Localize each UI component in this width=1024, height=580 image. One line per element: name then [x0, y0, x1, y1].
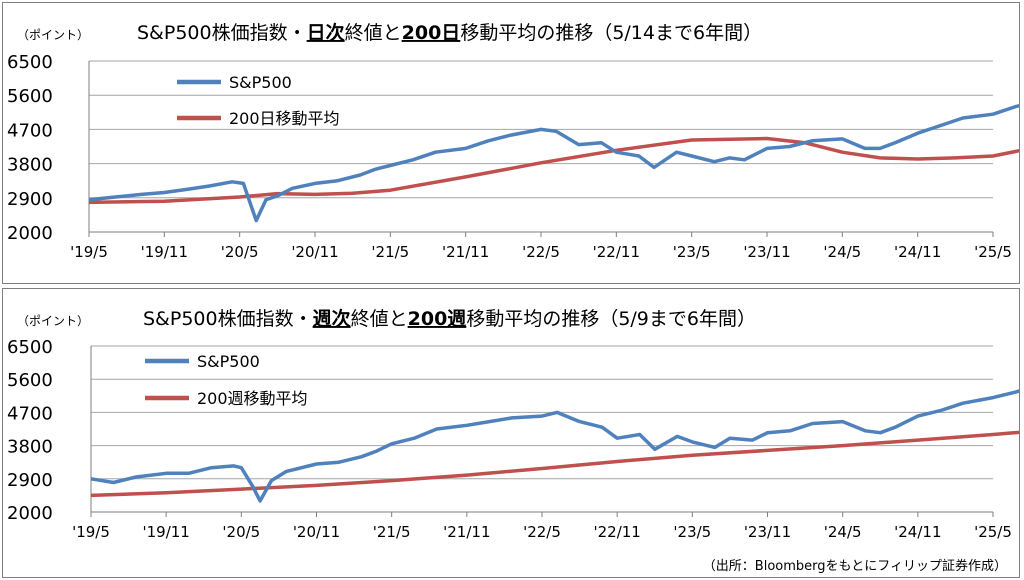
y-tick-label: 2900 — [7, 470, 53, 491]
y-tick-label: 5600 — [7, 370, 53, 391]
y-tick-label: 3800 — [7, 155, 53, 176]
chart-title: S&P500株価指数・日次終値と200日移動平均の推移（5/14まで6年間） — [137, 21, 762, 44]
y-tick-label: 4700 — [7, 120, 53, 141]
x-tick-label: '24/11 — [894, 523, 941, 541]
x-tick-label: '19/5 — [70, 243, 108, 261]
x-tick-label: '21/5 — [373, 523, 411, 541]
chart-title-u1: 日次 — [307, 21, 345, 44]
x-tick-label: '19/5 — [72, 523, 110, 541]
x-tick-label: '24/5 — [823, 243, 861, 261]
chart-title-u2: 200日 — [402, 22, 461, 44]
x-tick-label: '22/5 — [523, 523, 561, 541]
chart-title-suffix: 移動平均の推移（5/9まで6年間） — [466, 308, 756, 330]
x-tick-label: '23/11 — [744, 523, 791, 541]
weekly-chart: （ポイント） S&P500株価指数・週次終値と200週移動平均の推移（5/9まで6… — [7, 307, 1019, 574]
x-tick-label: '25/5 — [974, 523, 1012, 541]
legend-label: S&P500 — [229, 73, 292, 92]
x-tick-label: '19/11 — [142, 523, 189, 541]
legend-label: S&P500 — [197, 352, 260, 371]
y-tick-label: 2000 — [7, 223, 53, 244]
price-series-line — [88, 103, 1019, 223]
x-tick-label: '22/11 — [593, 523, 640, 541]
x-tick-label: '19/11 — [141, 243, 188, 261]
y-tick-label: 2900 — [7, 189, 53, 210]
moving-average-line — [90, 430, 1019, 498]
x-tick-label: '21/11 — [443, 523, 490, 541]
legend-label: 200週移動平均 — [197, 389, 308, 408]
y-tick-label: 3800 — [7, 437, 53, 458]
daily-chart-panel: （ポイント） S&P500株価指数・日次終値と200日移動平均の推移（5/14まで… — [2, 2, 1020, 284]
unit-label: （ポイント） — [17, 28, 89, 42]
x-tick-label: '25/5 — [974, 243, 1012, 261]
y-tick-label: 5600 — [7, 86, 53, 107]
chart-title-mid: 終値と — [351, 308, 408, 330]
x-tick-label: '20/11 — [293, 523, 340, 541]
daily-chart: （ポイント） S&P500株価指数・日次終値と200日移動平均の推移（5/14まで… — [7, 21, 1019, 261]
x-tick-label: '23/5 — [673, 523, 711, 541]
x-tick-label: '20/5 — [221, 243, 259, 261]
chart-title-mid: 終値と — [345, 22, 402, 44]
x-tick-label: '22/5 — [522, 243, 560, 261]
y-tick-label: 6500 — [7, 337, 53, 358]
x-tick-label: '24/11 — [894, 243, 941, 261]
moving-average-line — [88, 136, 1019, 205]
weekly-chart-panel: （ポイント） S&P500株価指数・週次終値と200週移動平均の推移（5/9まで6… — [2, 288, 1020, 578]
x-tick-label: '23/11 — [743, 243, 790, 261]
legend-label: 200日移動平均 — [229, 109, 340, 128]
unit-label: （ポイント） — [17, 314, 89, 328]
chart-title-suffix: 移動平均の推移（5/14まで6年間） — [460, 22, 762, 44]
y-tick-label: 4700 — [7, 403, 53, 424]
price-series-line — [90, 389, 1019, 503]
x-tick-label: '22/11 — [593, 243, 640, 261]
chart-title-prefix: S&P500株価指数・ — [143, 308, 313, 330]
chart-title-u2: 200週 — [408, 308, 467, 330]
x-tick-label: '21/11 — [442, 243, 489, 261]
chart-title-prefix: S&P500株価指数・ — [137, 22, 307, 44]
x-tick-label: '20/11 — [291, 243, 338, 261]
y-tick-label: 2000 — [7, 503, 53, 524]
x-tick-label: '23/5 — [673, 243, 711, 261]
y-tick-label: 6500 — [7, 52, 53, 73]
x-tick-label: '24/5 — [824, 523, 862, 541]
chart-title: S&P500株価指数・週次終値と200週移動平均の推移（5/9まで6年間） — [143, 307, 756, 330]
source-note: （出所：Bloombergをもとにフィリップ証券作成） — [703, 558, 1007, 574]
chart-title-u1: 週次 — [313, 307, 351, 330]
x-tick-label: '21/5 — [371, 243, 409, 261]
x-tick-label: '20/5 — [222, 523, 260, 541]
